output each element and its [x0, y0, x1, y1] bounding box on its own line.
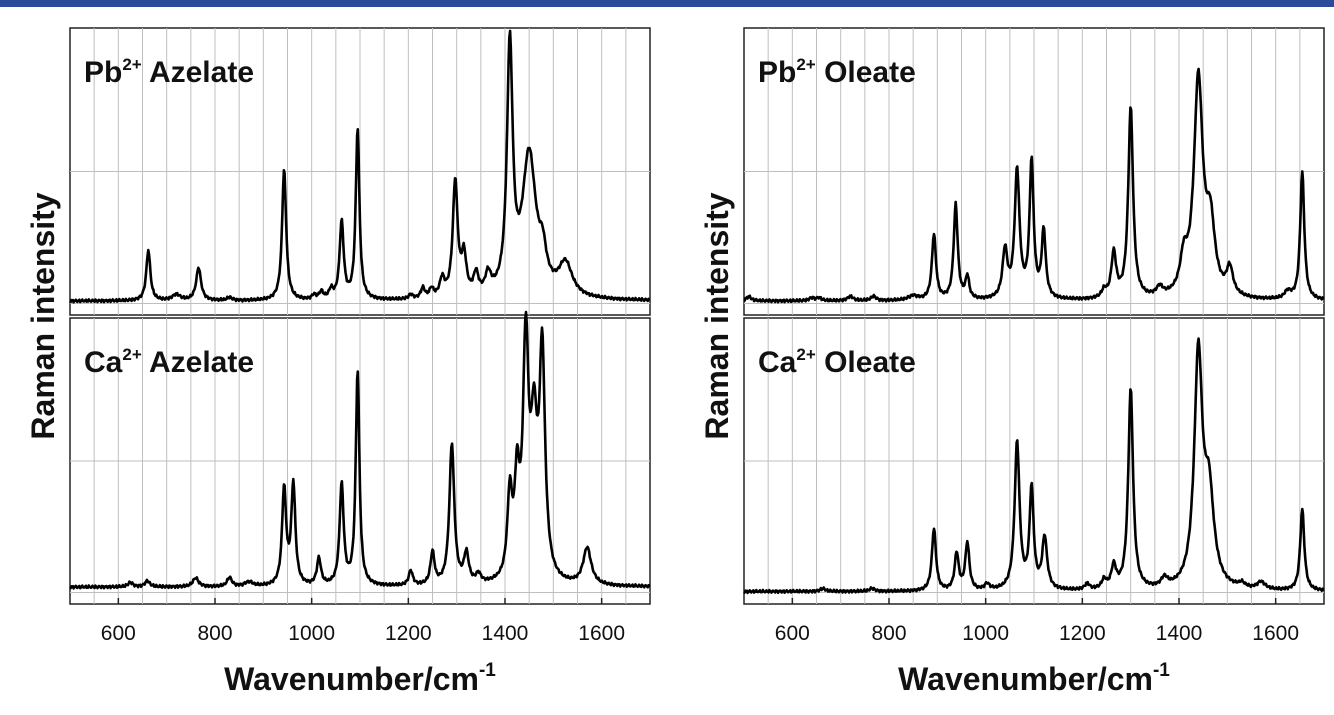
panel-label-sup: 2+	[122, 55, 141, 74]
panel-ca-azelate: Ca2+ Azelate	[69, 310, 651, 605]
x-tick-label: 1400	[1156, 622, 1203, 645]
grid	[744, 318, 1324, 604]
panel-label-main: Ca	[758, 346, 797, 379]
panel-label-rest: Oleate	[816, 56, 916, 89]
x-tick-labels: 600 800 1000 1200 1400 1600	[101, 598, 625, 645]
y-axis-label: Raman intensity	[25, 192, 61, 439]
panel-label-sup: 2+	[796, 345, 815, 364]
x-tick-labels: 600 800 1000 1200 1400 1600	[775, 598, 1299, 645]
panel-label-sup: 2+	[122, 345, 141, 364]
panel-label-sup: 2+	[796, 55, 815, 74]
spectrum-line	[69, 29, 651, 304]
panel-label-rest: Azelate	[142, 56, 254, 89]
grid	[70, 28, 650, 315]
x-axis-label: Wavenumber/cm-1	[898, 660, 1170, 697]
panel-label: Pb2+ Azelate	[84, 55, 254, 89]
x-tick-label: 600	[101, 622, 136, 645]
x-axis-label: Wavenumber/cm-1	[224, 660, 496, 697]
x-tick-label: 1600	[1252, 622, 1299, 645]
y-axis-label: Raman intensity	[699, 192, 735, 439]
spectrum-line	[69, 310, 651, 590]
panel-label-rest: Oleate	[816, 346, 916, 379]
panel-label: Pb2+ Oleate	[758, 55, 916, 89]
panel-label-main: Ca	[84, 346, 123, 379]
panel-label-rest: Azelate	[142, 346, 254, 379]
x-axis-label-sup: -1	[1153, 660, 1170, 681]
x-tick-label: 1000	[962, 622, 1009, 645]
panel-label: Ca2+ Azelate	[84, 345, 254, 379]
panel-ca-oleate: Ca2+ Oleate	[743, 317, 1325, 605]
panel-pb-oleate: Pb2+ Oleate	[743, 27, 1325, 316]
x-tick-label: 600	[775, 622, 810, 645]
x-tick-label: 1200	[1059, 622, 1106, 645]
x-tick-label: 800	[871, 622, 906, 645]
x-tick-label: 1200	[385, 622, 432, 645]
right-pane: Pb2+ Oleate Ca2+ Oleate 600 800 1000 1200 14…	[699, 27, 1325, 697]
spectrum-line	[743, 67, 1325, 304]
x-axis-label-text: Wavenumber/cm	[898, 661, 1153, 697]
x-axis-label-sup: -1	[479, 660, 496, 681]
panel-label-main: Pb	[84, 56, 122, 89]
x-axis-label-text: Wavenumber/cm	[224, 661, 479, 697]
x-tick-label: 800	[197, 622, 232, 645]
spectrum-line	[743, 337, 1325, 595]
left-pane: Pb2+ Azelate Ca2+ Azelate 600 800 1000 1200…	[25, 27, 651, 697]
panel-pb-azelate: Pb2+ Azelate	[69, 27, 651, 316]
panel-label-main: Pb	[758, 56, 796, 89]
top-color-bar	[0, 0, 1334, 7]
x-tick-label: 1000	[288, 622, 335, 645]
x-tick-label: 1600	[578, 622, 625, 645]
panel-label: Ca2+ Oleate	[758, 345, 916, 379]
x-tick-label: 1400	[482, 622, 529, 645]
